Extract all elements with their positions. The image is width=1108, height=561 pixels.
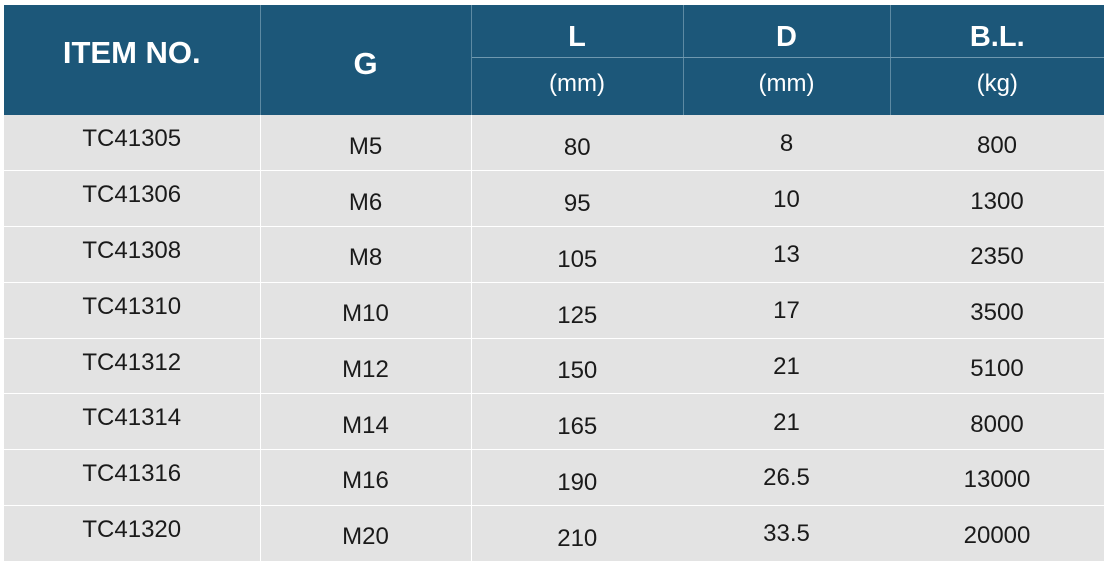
cell-d: 33.5 [683,504,890,561]
table-body: TC41305 M5 80 8 800 TC41306 M6 95 10 130… [4,115,1104,561]
cell-g: M10 [260,281,472,338]
cell-g: M6 [260,170,472,227]
table-header: ITEM NO. G L D B.L. (mm) (mm) (kg) [4,5,1104,115]
header-row-main: ITEM NO. G L D B.L. [4,5,1104,115]
cell-l: 105 [471,226,683,283]
spec-table: ITEM NO. G L D B.L. (mm) (mm) (kg) TC413… [4,5,1104,561]
cell-bl: 1300 [890,170,1104,227]
cell-g: M14 [260,393,472,450]
table-row: TC41314 M14 165 21 8000 [4,393,1104,450]
cell-bl: 2350 [890,226,1104,283]
cell-l: 125 [471,281,683,338]
cell-item-no: TC41312 [4,337,261,394]
cell-g: M16 [260,449,472,506]
header-item-no: ITEM NO. [4,5,261,115]
header-g: G [260,5,472,115]
cell-d: 26.5 [683,449,890,506]
cell-g: M12 [260,337,472,394]
cell-l: 165 [471,393,683,450]
cell-d: 13 [683,226,890,283]
cell-item-no: TC41316 [4,449,261,506]
cell-bl: 800 [890,115,1104,171]
cell-l: 150 [471,337,683,394]
cell-item-no: TC41306 [4,170,261,227]
cell-bl: 3500 [890,281,1104,338]
cell-g: M5 [260,115,472,171]
header-l: L [471,5,684,58]
header-d: D [683,5,891,58]
table-row: TC41306 M6 95 10 1300 [4,170,1104,227]
cell-l: 80 [471,115,683,171]
cell-item-no: TC41305 [4,115,261,171]
cell-d: 17 [683,281,890,338]
cell-d: 8 [683,115,890,171]
cell-l: 95 [471,170,683,227]
table-row: TC41316 M16 190 26.5 13000 [4,449,1104,506]
cell-item-no: TC41310 [4,281,261,338]
cell-d: 21 [683,393,890,450]
header-l-unit: (mm) [471,57,684,115]
table-row: TC41305 M5 80 8 800 [4,115,1104,171]
cell-d: 10 [683,170,890,227]
header-bl: B.L. [890,5,1104,58]
header-row-units: (mm) (mm) (kg) [4,57,1104,115]
cell-g: M8 [260,226,472,283]
header-bl-unit: (kg) [890,57,1104,115]
cell-item-no: TC41314 [4,393,261,450]
cell-d: 21 [683,337,890,394]
cell-bl: 5100 [890,337,1104,394]
cell-item-no: TC41320 [4,504,261,561]
cell-item-no: TC41308 [4,226,261,283]
cell-bl: 8000 [890,393,1104,450]
cell-l: 210 [471,504,683,561]
table-row: TC41308 M8 105 13 2350 [4,226,1104,283]
cell-bl: 13000 [890,449,1104,506]
cell-g: M20 [260,504,472,561]
table-row: TC41312 M12 150 21 5100 [4,337,1104,394]
header-d-unit: (mm) [683,57,891,115]
table-row: TC41310 M10 125 17 3500 [4,281,1104,338]
cell-bl: 20000 [890,504,1104,561]
cell-l: 190 [471,449,683,506]
table-row: TC41320 M20 210 33.5 20000 [4,504,1104,561]
